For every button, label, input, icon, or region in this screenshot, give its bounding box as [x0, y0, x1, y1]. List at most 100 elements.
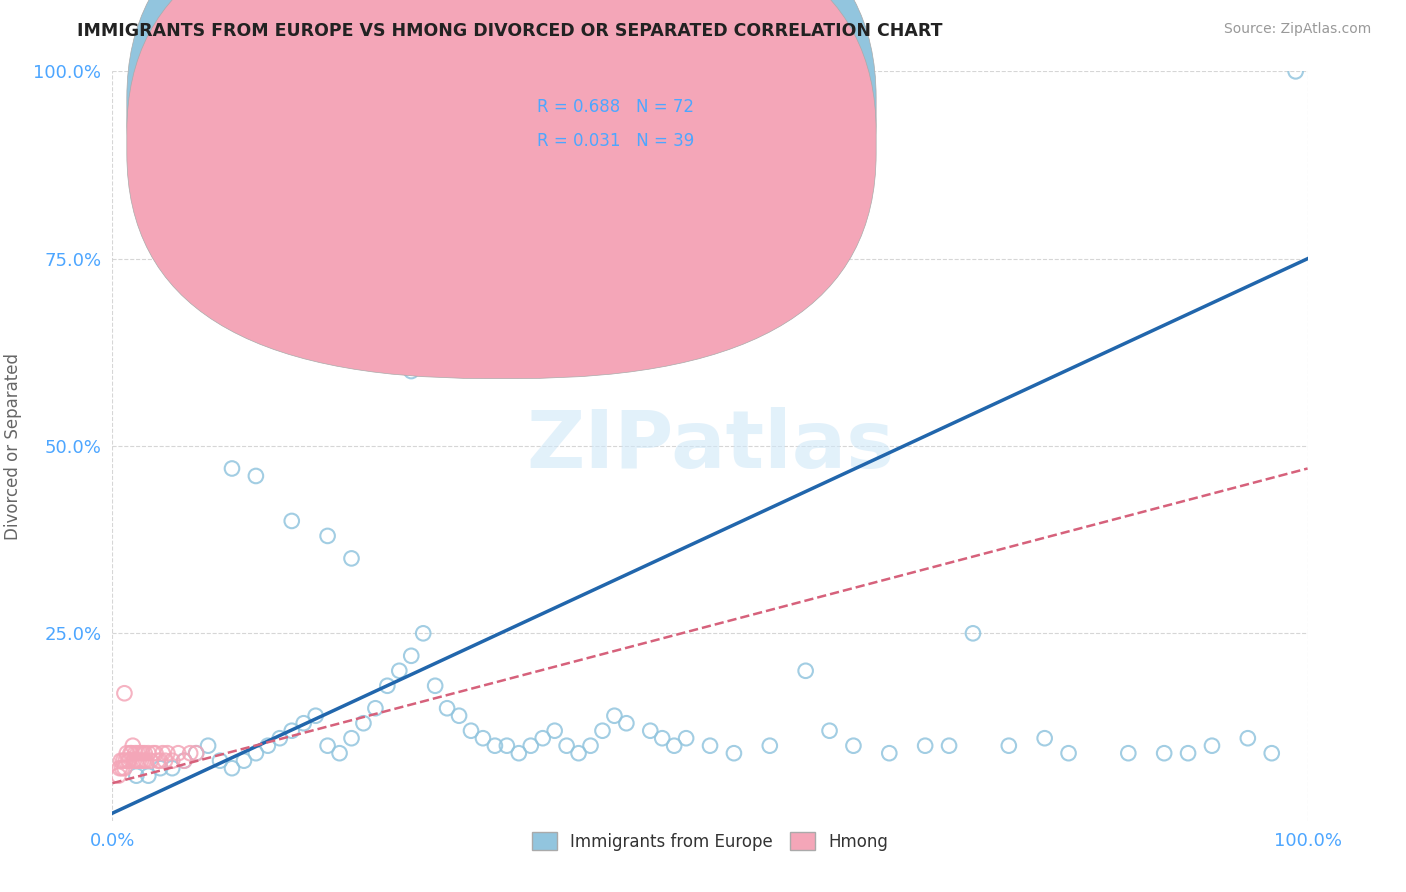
- Point: [134, 746, 156, 760]
- Point: [221, 461, 243, 475]
- Point: [316, 529, 339, 543]
- Point: [1177, 746, 1199, 760]
- Point: [153, 754, 176, 768]
- Point: [1057, 746, 1080, 760]
- Legend: Immigrants from Europe, Hmong: Immigrants from Europe, Hmong: [526, 826, 894, 857]
- Point: [340, 731, 363, 746]
- Point: [221, 761, 243, 775]
- Point: [173, 754, 195, 768]
- Point: [129, 746, 152, 760]
- Point: [135, 754, 157, 768]
- Point: [603, 708, 626, 723]
- Point: [508, 746, 530, 760]
- Point: [818, 723, 841, 738]
- Point: [472, 731, 495, 746]
- Point: [114, 761, 135, 775]
- Point: [121, 739, 143, 753]
- Point: [131, 746, 153, 760]
- Point: [1237, 731, 1260, 746]
- Point: [555, 739, 578, 753]
- Text: Source: ZipAtlas.com: Source: ZipAtlas.com: [1223, 22, 1371, 37]
- Point: [142, 746, 165, 760]
- Point: [145, 746, 167, 760]
- Text: ZIPatlas: ZIPatlas: [526, 407, 894, 485]
- Point: [640, 723, 662, 738]
- Point: [128, 754, 150, 768]
- Point: [138, 746, 160, 760]
- Point: [388, 664, 411, 678]
- Point: [173, 754, 195, 768]
- Point: [115, 746, 138, 760]
- Point: [149, 754, 172, 768]
- Point: [269, 731, 291, 746]
- Point: [401, 648, 423, 663]
- Point: [520, 739, 543, 753]
- Point: [114, 754, 136, 768]
- Point: [425, 679, 447, 693]
- Point: [531, 731, 554, 746]
- Point: [340, 551, 363, 566]
- Point: [401, 364, 423, 378]
- Point: [1118, 746, 1140, 760]
- Point: [245, 469, 267, 483]
- Point: [156, 746, 179, 760]
- Point: [699, 739, 721, 753]
- Point: [842, 739, 865, 753]
- Point: [146, 754, 169, 768]
- Point: [111, 761, 134, 775]
- Point: [152, 746, 174, 760]
- Point: [879, 746, 901, 760]
- Point: [257, 739, 280, 753]
- FancyBboxPatch shape: [127, 0, 876, 378]
- Point: [281, 514, 304, 528]
- Point: [914, 739, 936, 753]
- Point: [1201, 739, 1223, 753]
- Point: [138, 769, 160, 783]
- Point: [125, 769, 148, 783]
- Point: [1285, 64, 1308, 78]
- Point: [122, 754, 145, 768]
- Point: [543, 723, 565, 738]
- Point: [108, 761, 131, 775]
- Y-axis label: Divorced or Separated: Divorced or Separated: [4, 352, 22, 540]
- Point: [759, 739, 782, 753]
- Point: [233, 754, 256, 768]
- Point: [651, 731, 673, 746]
- Point: [132, 754, 155, 768]
- Point: [496, 739, 519, 753]
- Point: [998, 739, 1021, 753]
- Point: [447, 708, 470, 723]
- Point: [197, 739, 219, 753]
- Point: [121, 746, 143, 760]
- Point: [125, 754, 148, 768]
- Point: [352, 716, 374, 731]
- Point: [1261, 746, 1284, 760]
- Point: [107, 769, 129, 783]
- Point: [938, 739, 960, 753]
- Point: [110, 754, 132, 768]
- Point: [723, 746, 745, 760]
- Point: [129, 754, 152, 768]
- Point: [162, 754, 183, 768]
- Point: [118, 754, 141, 768]
- Point: [114, 686, 135, 700]
- Point: [962, 626, 984, 640]
- Point: [124, 746, 146, 760]
- Point: [377, 679, 399, 693]
- Point: [616, 716, 638, 731]
- Point: [149, 761, 172, 775]
- Point: [664, 739, 686, 753]
- Point: [112, 754, 135, 768]
- Text: IMMIGRANTS FROM EUROPE VS HMONG DIVORCED OR SEPARATED CORRELATION CHART: IMMIGRANTS FROM EUROPE VS HMONG DIVORCED…: [77, 22, 943, 40]
- Point: [675, 731, 697, 746]
- Point: [305, 708, 328, 723]
- Text: R = 0.031   N = 39: R = 0.031 N = 39: [537, 132, 695, 150]
- Point: [412, 626, 434, 640]
- Point: [568, 746, 591, 760]
- Point: [120, 746, 142, 760]
- Point: [186, 746, 208, 760]
- Point: [209, 754, 232, 768]
- Point: [127, 746, 149, 760]
- Point: [292, 716, 315, 731]
- Point: [794, 664, 817, 678]
